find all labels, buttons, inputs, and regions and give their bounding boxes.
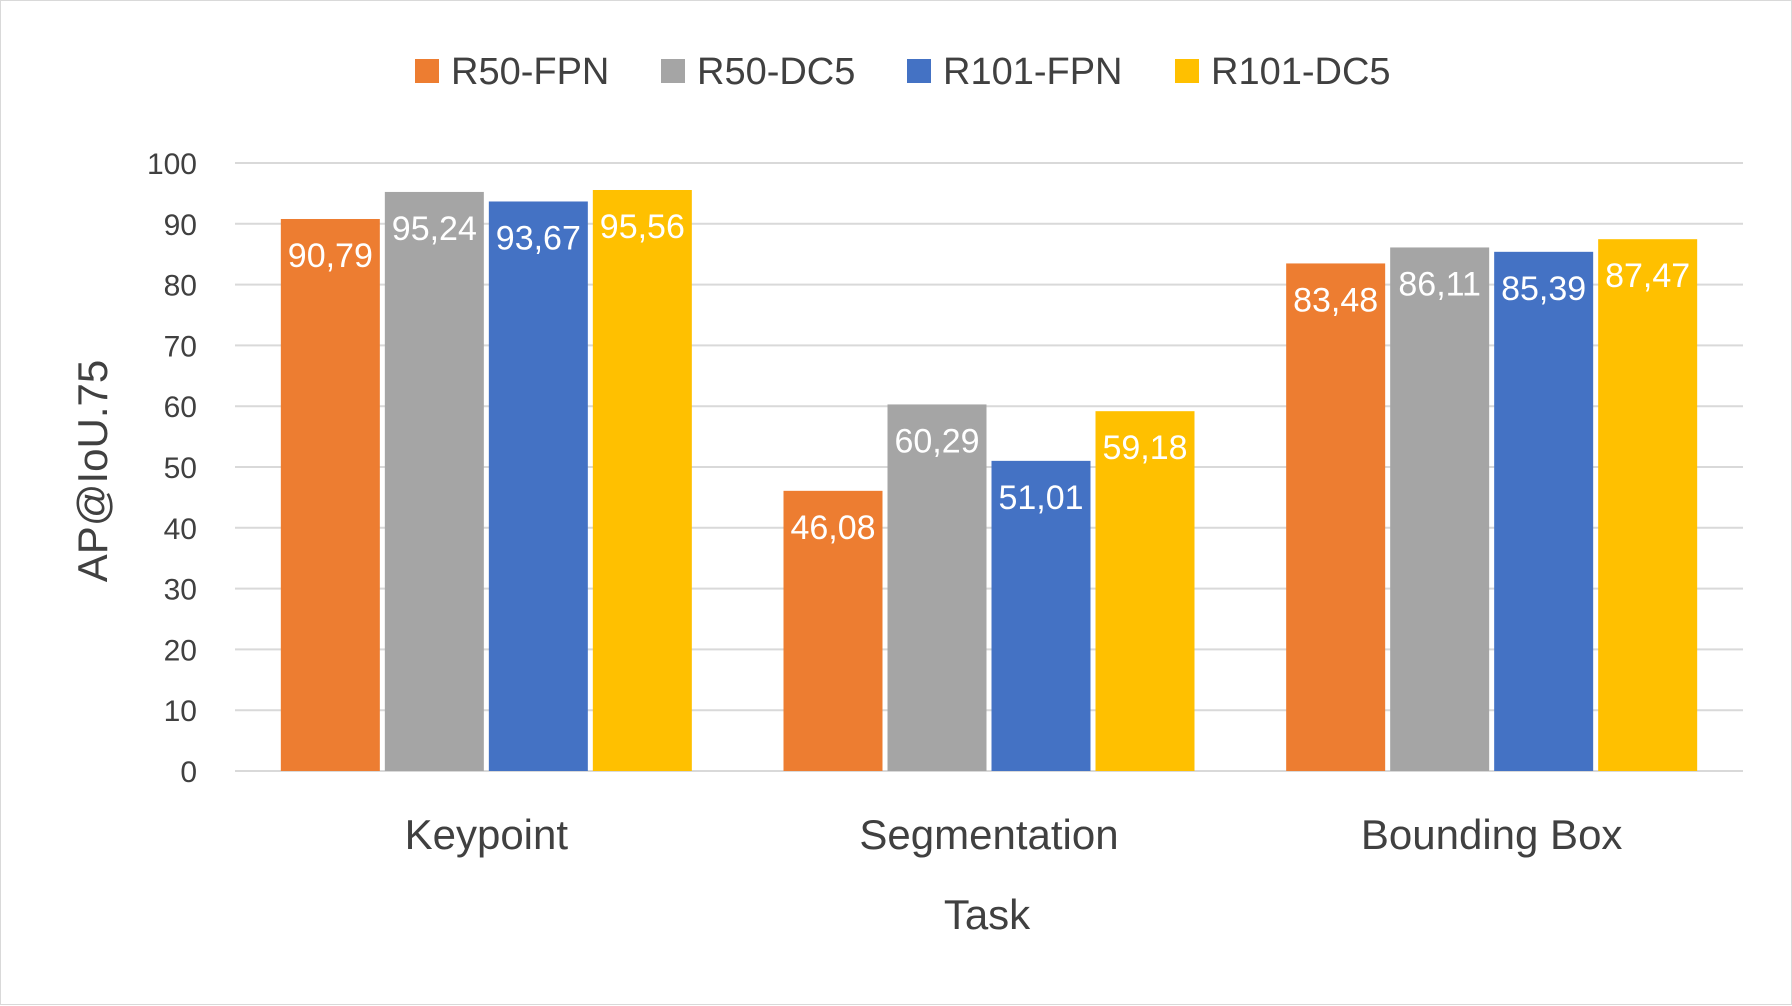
data-label: 46,08 [790,509,875,547]
bar-r101-fpn-keypoint [488,201,588,772]
y-tick-label: 50 [164,452,197,485]
y-tick-label: 20 [164,634,197,667]
x-category-label: Keypoint [405,811,569,858]
data-label: 87,47 [1605,257,1690,295]
x-axis-categories: Keypoint Segmentation Bounding Box [405,811,1623,858]
legend-swatch [907,59,931,83]
legend-swatch [661,59,685,83]
data-label: 95,24 [392,210,477,248]
legend-item: R101-FPN [907,51,1123,93]
bar-r101-dc5-keypoint [592,189,692,772]
data-label: 85,39 [1501,270,1586,308]
y-tick-label: 100 [147,148,197,181]
legend-swatch [415,59,439,83]
bar-r101-dc5-segmentation [1095,411,1195,771]
legend-swatch [1175,59,1199,83]
legend: R50-FPN R50-DC5 R101-FPN R101-DC5 [415,51,1391,93]
bars [280,189,1698,772]
x-axis-title: Task [944,891,1031,938]
y-tick-label: 60 [164,391,197,424]
x-category-label: Bounding Box [1361,811,1623,858]
data-label: 86,11 [1398,265,1481,303]
gridlines [235,162,1743,772]
data-labels: 90,79 95,24 93,67 95,56 46,08 60,29 51,01 59,18… [288,208,1690,547]
y-tick-label: 10 [164,695,197,728]
legend-label: R50-FPN [451,51,609,93]
legend-item: R101-DC5 [1175,51,1391,93]
y-tick-label: 40 [164,513,197,546]
y-tick-label: 70 [164,330,197,363]
legend-label: R50-DC5 [697,51,855,93]
data-label: 51,01 [998,479,1083,517]
bar-r50-dc5-bounding-box [1390,247,1490,772]
legend-item: R50-DC5 [661,51,855,93]
y-tick-label: 30 [164,574,197,607]
bar-r50-fpn-segmentation [783,490,883,771]
y-tick-label: 80 [164,270,197,303]
legend-item: R50-FPN [415,51,609,93]
y-axis-ticks: 0 10 20 30 40 50 60 70 80 90 100 [147,148,197,789]
x-category-label: Segmentation [859,811,1118,858]
bar-r50-dc5-segmentation [887,404,987,771]
y-tick-label: 90 [164,209,197,242]
y-axis-title: AP@IoU.75 [69,360,116,582]
bar-r101-fpn-bounding-box [1494,251,1594,771]
data-label: 93,67 [496,219,581,257]
data-label: 95,56 [600,208,685,246]
bar-r50-dc5-keypoint [384,191,484,771]
data-label: 60,29 [894,422,979,460]
data-label: 59,18 [1102,429,1187,467]
y-tick-label: 0 [180,756,197,789]
legend-label: R101-DC5 [1211,51,1391,93]
data-label: 90,79 [288,237,373,275]
legend-label: R101-FPN [943,51,1123,93]
bar-r101-fpn-segmentation [991,460,1091,771]
bar-r50-fpn-keypoint [280,218,380,771]
bar-r50-fpn-bounding-box [1286,263,1386,771]
bar-r101-dc5-bounding-box [1598,239,1698,772]
data-label: 83,48 [1293,281,1378,319]
